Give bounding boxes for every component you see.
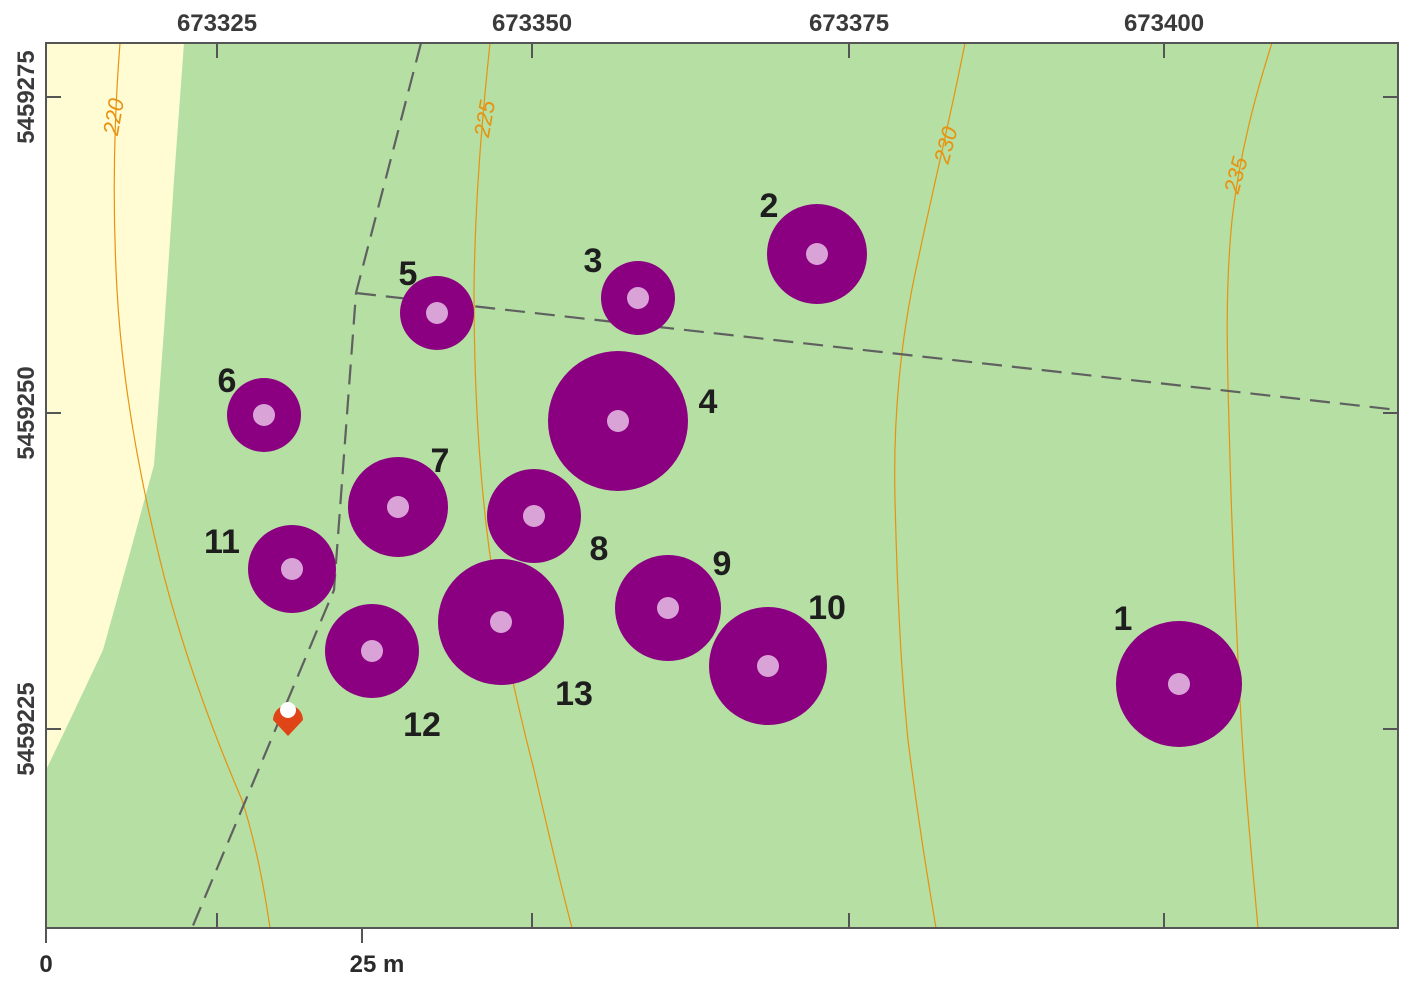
y-tick-label: 5459225 [13, 682, 40, 775]
y-axis: 5459275 5459250 5459225 [13, 50, 1398, 776]
x-axis: 673325 673350 673375 673400 [177, 10, 1204, 928]
tree-label: 13 [555, 675, 593, 713]
path-lines [190, 43, 1398, 928]
location-pin-hole [280, 702, 296, 718]
tree-label: 9 [713, 545, 732, 583]
tree-label: 12 [403, 706, 441, 744]
tree-trunk-point [657, 597, 679, 619]
tree-trunk-point [607, 410, 629, 432]
tree-6[interactable]: 6 [218, 362, 301, 452]
open-land-area [46, 43, 184, 770]
y-tick-label: 5459250 [13, 366, 40, 459]
tree-label: 2 [760, 187, 779, 225]
tree-4[interactable]: 4 [548, 351, 718, 491]
x-tick-label: 673350 [492, 10, 572, 37]
tree-trunk-point [426, 302, 448, 324]
tree-label: 1 [1114, 600, 1133, 638]
map-frame [45, 42, 1399, 929]
tree-10[interactable]: 10 [709, 589, 846, 725]
scale-bar-end-label: 25 m [350, 951, 405, 978]
tree-trunk-point [253, 404, 275, 426]
y-tick-label: 5459275 [13, 50, 40, 143]
x-tick-label: 673325 [177, 10, 257, 37]
tree-trunk-point [806, 243, 828, 265]
tree-9[interactable]: 9 [615, 545, 731, 661]
tree-label: 4 [699, 383, 718, 421]
contour-line-235 [1226, 43, 1273, 928]
x-tick-label: 673400 [1124, 10, 1204, 37]
tree-trunk-point [523, 505, 545, 527]
scale-bar-start-label: 0 [39, 951, 52, 978]
tree-label: 3 [584, 242, 603, 280]
tree-label: 10 [808, 589, 846, 627]
contour-line-220 [113, 43, 271, 928]
contour-line-225 [473, 43, 573, 928]
tree-12[interactable]: 12 [325, 604, 441, 744]
tree-13[interactable]: 13 [438, 559, 593, 713]
scale-bar: 0 25 m [39, 927, 405, 978]
tree-trunk-point [387, 496, 409, 518]
tree-1[interactable]: 1 [1114, 600, 1242, 747]
tree-trunk-point [757, 655, 779, 677]
contour-line-230 [894, 43, 966, 928]
location-marker[interactable] [273, 702, 303, 736]
x-tick-label: 673375 [809, 10, 889, 37]
tree-11[interactable]: 11 [204, 523, 336, 613]
tree-trunk-point [490, 611, 512, 633]
tree-trunk-point [361, 640, 383, 662]
tree-8[interactable]: 8 [487, 469, 608, 568]
path-west [190, 43, 423, 928]
tree-trunk-point [627, 287, 649, 309]
tree-3[interactable]: 3 [584, 242, 675, 335]
tree-trunk-point [281, 558, 303, 580]
tree-label: 11 [204, 523, 240, 561]
tree-label: 7 [431, 442, 450, 480]
tree-5[interactable]: 5 [399, 255, 474, 350]
tree-label: 8 [590, 530, 609, 568]
path-east [355, 291, 1398, 412]
tree-2[interactable]: 2 [760, 187, 867, 304]
tree-label: 5 [399, 255, 418, 293]
forest-area [46, 43, 1398, 928]
tree-7[interactable]: 7 [348, 442, 449, 557]
contour-lines [113, 43, 1273, 928]
tree-label: 6 [218, 362, 237, 400]
tree-trunk-point [1168, 673, 1190, 695]
